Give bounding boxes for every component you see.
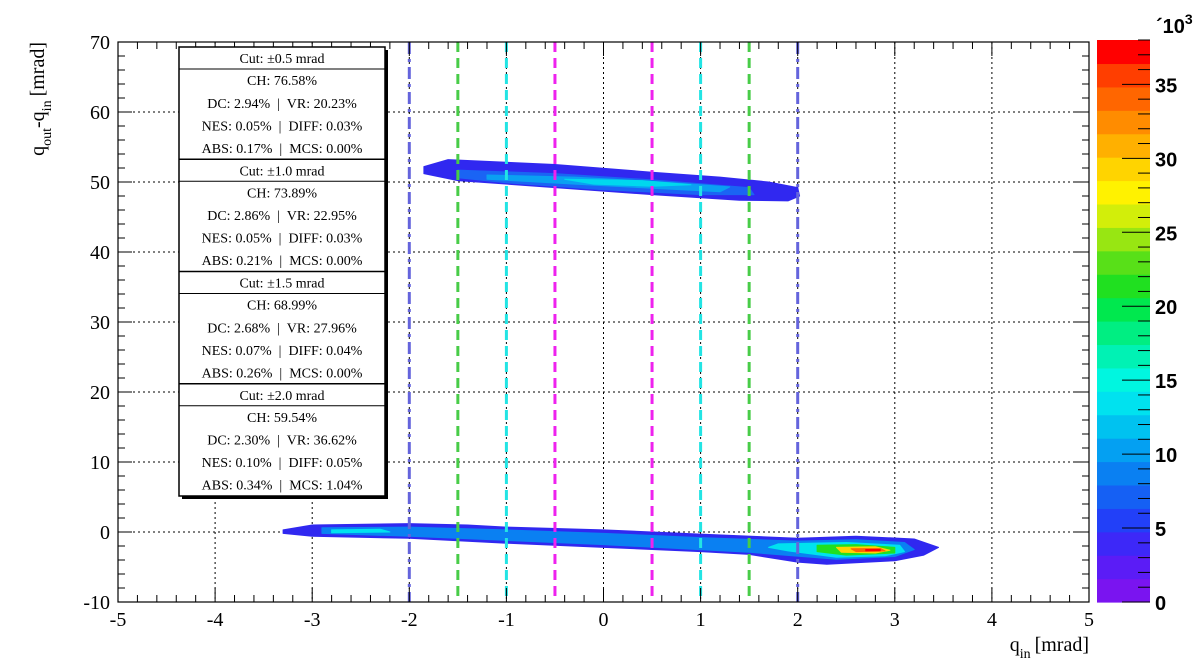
colorbar-segment [1097,344,1150,369]
cut-lines [407,42,800,602]
colorbar-tick-label: 5 [1155,519,1166,541]
x-tick-label: 3 [890,609,900,631]
stats-cut-title: Cut: ±1.0 mrad [239,164,324,179]
colorbar-segment [1097,508,1150,533]
stats-cut-title: Cut: ±1.5 mrad [239,277,324,292]
x-axis-label: qin [mrad] [1010,634,1089,658]
stats-line: NES: 0.05% | DIFF: 0.03% [202,119,363,134]
x-tick-labels: -5 -4 -3 -2 -1 0 1 2 3 4 5 [110,609,1094,631]
colorbar-segment [1097,40,1150,65]
y-tick-label: -10 [83,592,110,614]
stats-line: DC: 2.86% | VR: 22.95% [207,209,357,224]
y-tick-label: 10 [90,452,110,474]
stats-line: CH: 59.54% [247,411,317,426]
colorbar-tick-label: 25 [1155,223,1177,245]
colorbar-segment [1097,578,1150,603]
colorbar-segment [1097,133,1150,158]
y-tick-label: 60 [90,102,110,124]
stats-line: ABS: 0.17% | MCS: 0.00% [202,142,363,157]
y-tick-label: 0 [100,522,110,544]
contour-level [321,526,915,560]
colorbar-segment [1097,180,1150,205]
y-tick-label: 70 [90,32,110,54]
colorbar-tick-label: 15 [1155,371,1177,393]
stats-cut-title: Cut: ±0.5 mrad [239,52,324,67]
contour-level [331,528,391,534]
colorbar-tick-label: 35 [1155,75,1177,97]
stats-box: Cut: ±0.5 mrad CH: 76.58% DC: 2.94% | VR: … [178,46,388,499]
x-tick-label: 4 [987,609,997,631]
stats-line: ABS: 0.21% | MCS: 0.00% [202,254,363,269]
stats-line: NES: 0.10% | DIFF: 0.05% [202,456,363,471]
y-axis-label: qout-qin[mrad] [27,42,55,156]
colorbar [1097,40,1150,603]
contours [282,159,939,565]
colorbar-tick-label: 30 [1155,149,1177,171]
x-tick-label: 2 [793,609,803,631]
colorbar-segment [1097,531,1150,556]
stats-line: NES: 0.05% | DIFF: 0.03% [202,232,363,247]
stats-cut-title: Cut: ±2.0 mrad [239,389,324,404]
y-tick-label: 40 [90,242,110,264]
stats-line: CH: 76.58% [247,74,317,89]
colorbar-segment [1097,438,1150,463]
stats-line: CH: 73.89% [247,186,317,201]
colorbar-ticks: 0 5 10 15 20 25 30 35 [1122,39,1177,615]
colorbar-tick-label: 10 [1155,445,1177,467]
stats-line: DC: 2.68% | VR: 27.96% [207,321,357,336]
colorbar-segment [1097,555,1150,580]
stats-line: DC: 2.94% | VR: 20.23% [207,97,357,112]
x-tick-label: 0 [599,609,609,631]
contour-level [564,178,692,187]
colorbar-exponent: ´103 [1156,11,1193,38]
colorbar-segment [1097,297,1150,322]
x-tick-label: 5 [1084,609,1094,631]
x-tick-label: -2 [401,609,418,631]
colorbar-segment [1097,157,1150,182]
x-tick-label: 1 [696,609,706,631]
colorbar-segment [1097,461,1150,486]
x-tick-label: -3 [304,609,321,631]
axes [117,41,1090,603]
stats-line: DC: 2.30% | VR: 36.62% [207,434,357,449]
colorbar-segment [1097,63,1150,88]
stats-line: NES: 0.07% | DIFF: 0.04% [202,344,363,359]
x-tick-label: -4 [207,609,224,631]
y-tick-label: 20 [90,382,110,404]
stats-line: ABS: 0.26% | MCS: 0.00% [202,366,363,381]
contour-level [865,549,881,552]
x-tick-label: -5 [110,609,127,631]
x-tick-label: -1 [498,609,515,631]
colorbar-segment [1097,274,1150,299]
y-tick-label: 50 [90,172,110,194]
stats-line: CH: 68.99% [247,299,317,314]
colorbar-segment [1097,484,1150,509]
colorbar-segment [1097,227,1150,252]
colorbar-tick-label: 20 [1155,297,1177,319]
colorbar-segment [1097,250,1150,275]
y-tick-labels: -10 0 10 20 30 40 50 60 70 [83,32,110,614]
colorbar-segment [1097,203,1150,228]
colorbar-tick-label: 0 [1155,593,1166,615]
colorbar-segment [1097,414,1150,439]
y-tick-label: 30 [90,312,110,334]
stats-line: ABS: 0.34% | MCS: 1.04% [202,479,363,494]
colorbar-segment [1097,321,1150,346]
